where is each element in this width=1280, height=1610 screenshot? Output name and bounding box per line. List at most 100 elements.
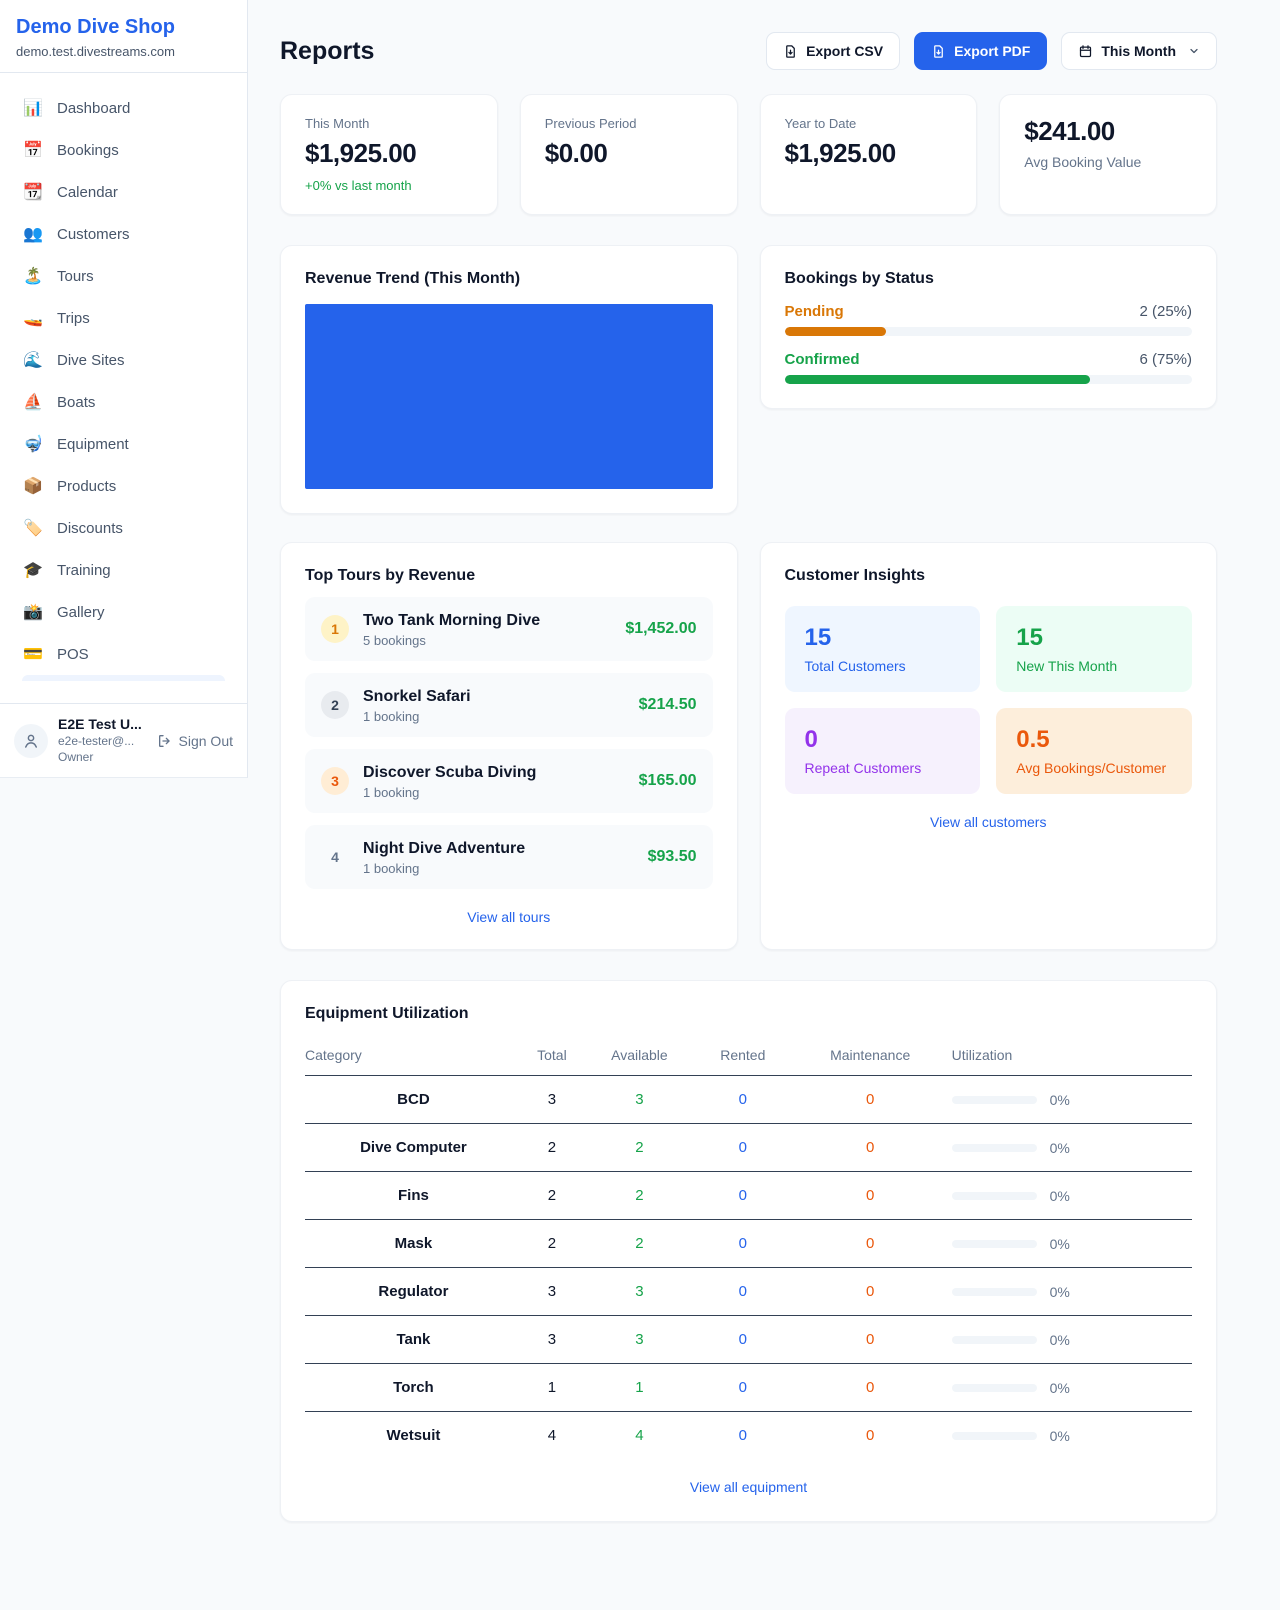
brand-domain: demo.test.divestreams.com bbox=[16, 44, 175, 59]
customer-insights-title: Customer Insights bbox=[784, 567, 925, 584]
insight-tile-new-this-month: 15 New This Month bbox=[996, 606, 1192, 692]
export-csv-button[interactable]: Export CSV bbox=[766, 32, 901, 70]
sidebar-item-trips[interactable]: 🚤 Trips bbox=[23, 309, 90, 328]
stat-card-year-to-date: Year to Date $1,925.00 bbox=[759, 94, 978, 215]
sidebar-item-reports-partial[interactable] bbox=[22, 675, 225, 681]
rank-badge: 2 bbox=[321, 691, 349, 719]
page-header: Reports Export CSV Export PDF bbox=[280, 32, 1217, 70]
sidebar-item-dashboard[interactable]: 📊 Dashboard bbox=[23, 99, 131, 118]
calendar-icon: 📆 bbox=[23, 184, 43, 201]
status-label: Pending bbox=[784, 303, 844, 320]
table-row: Regulator 3 3 0 0 0% bbox=[305, 1267, 1192, 1316]
equipment-table-header: Category Total Available Rented Maintena… bbox=[305, 1039, 1192, 1076]
package-icon: 📦 bbox=[23, 478, 43, 495]
revenue-trend-title: Revenue Trend (This Month) bbox=[305, 270, 521, 287]
tour-bookings: 1 booking bbox=[363, 861, 420, 876]
insight-tile-repeat-customers: 0 Repeat Customers bbox=[784, 708, 981, 794]
utilization-bar bbox=[951, 1335, 1037, 1344]
sidebar-item-pos[interactable]: 💳 POS bbox=[23, 645, 89, 664]
bookings-status-title: Bookings by Status bbox=[784, 270, 934, 287]
user-meta: E2E Test U... e2e-tester@... Owner bbox=[58, 716, 147, 765]
view-all-equipment-link[interactable]: View all equipment bbox=[689, 1479, 808, 1495]
revenue-trend-chart bbox=[305, 304, 713, 489]
brand: Demo Dive Shop demo.test.divestreams.com bbox=[0, 0, 247, 73]
equipment-utilization-title: Equipment Utilization bbox=[305, 1005, 469, 1022]
sidebar-item-training[interactable]: 🎓 Training bbox=[23, 561, 111, 580]
camera-icon: 📸 bbox=[23, 604, 43, 621]
brand-name: Demo Dive Shop bbox=[16, 16, 175, 38]
status-bar-track bbox=[784, 327, 1192, 336]
table-row: Torch 1 1 0 0 0% bbox=[305, 1363, 1192, 1412]
diving-mask-icon: 🤿 bbox=[23, 436, 43, 453]
insight-tile-total-customers: 15 Total Customers bbox=[784, 606, 981, 692]
credit-card-icon: 💳 bbox=[23, 646, 43, 663]
stat-card-avg-booking-value: $241.00 Avg Booking Value bbox=[999, 94, 1217, 215]
view-all-tours-link[interactable]: View all tours bbox=[467, 909, 551, 925]
tour-bookings: 5 bookings bbox=[363, 633, 426, 648]
wave-icon: 🌊 bbox=[23, 352, 43, 369]
tour-revenue: $214.50 bbox=[638, 696, 697, 713]
sidebar-item-tours[interactable]: 🏝️ Tours bbox=[23, 267, 94, 286]
top-tours-title: Top Tours by Revenue bbox=[305, 567, 476, 584]
period-dropdown[interactable]: This Month bbox=[1061, 32, 1217, 70]
view-all-customers-link[interactable]: View all customers bbox=[930, 814, 1047, 830]
tour-row: 4 Night Dive Adventure 1 booking $93.50 bbox=[305, 825, 713, 889]
user-name: E2E Test U... bbox=[58, 716, 142, 732]
graduation-cap-icon: 🎓 bbox=[23, 562, 43, 579]
sidebar-nav: 📊 Dashboard 📅 Bookings 📆 Calendar 👥 Cust… bbox=[0, 73, 247, 703]
customer-insights-card: Customer Insights 15 Total Customers 15 … bbox=[759, 542, 1217, 950]
stats-row: This Month $1,925.00 +0% vs last month P… bbox=[280, 94, 1217, 215]
rank-badge: 4 bbox=[331, 849, 339, 865]
status-count: 2 (25%) bbox=[1139, 303, 1192, 320]
status-row-pending: Pending 2 (25%) bbox=[784, 303, 1192, 336]
utilization-bar bbox=[951, 1239, 1037, 1248]
stat-card-previous-period: Previous Period $0.00 bbox=[519, 94, 738, 215]
status-count: 6 (75%) bbox=[1139, 351, 1192, 368]
table-row: Wetsuit 4 4 0 0 0% bbox=[386, 1427, 1070, 1444]
tour-name: Snorkel Safari bbox=[363, 688, 471, 705]
tour-row: 2 Snorkel Safari 1 booking $214.50 bbox=[305, 673, 713, 737]
sidebar-item-discounts[interactable]: 🏷️ Discounts bbox=[23, 519, 123, 538]
calendar-icon bbox=[1080, 44, 1092, 57]
rank-badge: 1 bbox=[321, 615, 349, 643]
sidebar-item-dive-sites[interactable]: 🌊 Dive Sites bbox=[23, 351, 125, 370]
equipment-utilization-card: Equipment Utilization Category Total Ava… bbox=[280, 980, 1217, 1522]
status-bar-fill bbox=[784, 375, 1091, 384]
utilization-bar bbox=[951, 1191, 1037, 1200]
utilization-bar bbox=[951, 1287, 1037, 1296]
table-row: Mask 2 2 0 0 0% bbox=[305, 1219, 1192, 1268]
tour-row: 1 Two Tank Morning Dive 5 bookings $1,45… bbox=[305, 597, 713, 661]
chevron-down-icon bbox=[1190, 48, 1198, 54]
tour-name: Night Dive Adventure bbox=[363, 840, 526, 857]
table-row: Dive Computer 2 2 0 0 0% bbox=[305, 1123, 1192, 1172]
sidebar-item-products[interactable]: 📦 Products bbox=[23, 477, 117, 496]
sidebar-item-gallery[interactable]: 📸 Gallery bbox=[23, 603, 105, 622]
user-email: e2e-tester@... bbox=[58, 734, 135, 748]
tag-icon: 🏷️ bbox=[23, 520, 43, 537]
utilization-bar bbox=[951, 1143, 1037, 1152]
person-icon bbox=[25, 734, 37, 748]
tour-bookings: 1 booking bbox=[363, 709, 420, 724]
revenue-trend-card: Revenue Trend (This Month) bbox=[280, 245, 738, 514]
tour-revenue: $165.00 bbox=[638, 772, 697, 789]
speedboat-icon: 🚤 bbox=[23, 310, 43, 327]
tour-revenue: $1,452.00 bbox=[625, 620, 697, 637]
sidebar-item-customers[interactable]: 👥 Customers bbox=[23, 225, 130, 244]
utilization-bar bbox=[951, 1095, 1037, 1104]
sidebar: Demo Dive Shop demo.test.divestreams.com… bbox=[0, 0, 248, 778]
equipment-table: Category Total Available Rented Maintena… bbox=[305, 1039, 1192, 1459]
status-row-confirmed: Confirmed 6 (75%) bbox=[784, 351, 1192, 384]
island-icon: 🏝️ bbox=[23, 268, 43, 285]
sidebar-item-bookings[interactable]: 📅 Bookings bbox=[23, 141, 119, 160]
export-pdf-button[interactable]: Export PDF bbox=[914, 32, 1048, 70]
sailboat-icon: ⛵ bbox=[23, 394, 43, 411]
sidebar-item-equipment[interactable]: 🤿 Equipment bbox=[23, 435, 129, 454]
rank-badge: 3 bbox=[321, 767, 349, 795]
table-row: BCD 3 3 0 0 0% bbox=[305, 1075, 1192, 1124]
status-bar-fill bbox=[784, 327, 887, 336]
sidebar-item-boats[interactable]: ⛵ Boats bbox=[23, 393, 96, 412]
customers-icon: 👥 bbox=[23, 226, 43, 243]
sign-out-button[interactable]: Sign Out bbox=[157, 733, 233, 749]
sidebar-item-calendar[interactable]: 📆 Calendar bbox=[23, 183, 118, 202]
table-row: Tank 3 3 0 0 0% bbox=[305, 1315, 1192, 1364]
